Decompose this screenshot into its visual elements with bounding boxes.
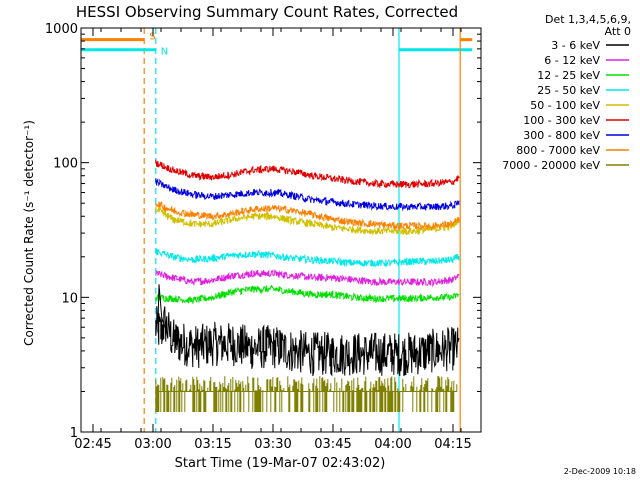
legend-entry-label: 12 - 25 keV — [537, 69, 600, 82]
series-12-25-kev — [155, 284, 460, 305]
y-tick-label: 10 — [61, 291, 78, 306]
series-spike — [157, 284, 168, 333]
legend-entry-label: 25 - 50 keV — [537, 84, 600, 97]
y-axis-label: Corrected Count Rate (s⁻¹ detector⁻¹) — [22, 120, 36, 346]
x-axis-label: Start Time (19-Mar-07 02:43:02) — [175, 456, 386, 471]
series-trace — [155, 306, 460, 377]
legend-entry-label: 3 - 6 keV — [551, 39, 600, 52]
footer-timestamp: 2-Dec-2009 10:18 — [564, 467, 636, 476]
y-tick-label: 100 — [53, 157, 78, 172]
event-marker-label: S — [149, 32, 155, 43]
legend-title: Det 1,3,4,5,6,9, — [545, 13, 631, 26]
legend: Det 1,3,4,5,6,9,Att 0 3 - 6 keV 6 - 12 keV… — [502, 13, 631, 172]
series-25-50-kev — [155, 248, 460, 268]
series-100-300-kev — [155, 159, 460, 189]
y-tick-label: 1 — [70, 426, 78, 441]
series-trace — [155, 248, 460, 268]
series-trace — [155, 178, 460, 212]
x-tick-label: 03:30 — [254, 437, 291, 452]
series-800-7000-kev — [155, 201, 460, 231]
x-tick-label: 04:00 — [374, 437, 411, 452]
x-tick-label: 03:45 — [314, 437, 351, 452]
series-trace — [155, 201, 460, 231]
y-tick-label: 1000 — [45, 22, 78, 37]
series-7000-20000-kev — [155, 376, 458, 412]
series-6-12-kev — [155, 269, 460, 288]
plot-area: SN 02:45 03:00 03:15 03:30 03:45 04:00 04:15 1 10… — [45, 22, 482, 452]
legend-entry-label: 6 - 12 keV — [544, 54, 600, 67]
series-trace — [155, 159, 460, 189]
legend-entry-label: 800 - 7000 keV — [516, 144, 600, 157]
series-50-100-kev — [155, 206, 460, 236]
series-trace — [155, 269, 460, 288]
legend-entry-label: 50 - 100 keV — [530, 99, 600, 112]
x-tick-label: 02:45 — [74, 437, 111, 452]
series-trace — [155, 376, 458, 412]
legend-entry-label: 100 - 300 keV — [523, 114, 600, 127]
x-tick-label: 04:15 — [434, 437, 471, 452]
series-300-800-kev — [155, 178, 460, 212]
legend-entry-label: 7000 - 20000 keV — [502, 159, 600, 172]
series-3-6-kev — [155, 306, 460, 377]
series-trace — [155, 206, 460, 236]
legend-entry-label: 300 - 800 keV — [523, 129, 600, 142]
x-tick-label: 03:00 — [134, 437, 171, 452]
legend-title: Att 0 — [605, 25, 631, 38]
x-tick-label: 03:15 — [194, 437, 231, 452]
chart-title: HESSI Observing Summary Count Rates, Cor… — [76, 3, 458, 21]
event-marker-label: N — [161, 47, 168, 58]
series-trace — [155, 284, 460, 305]
